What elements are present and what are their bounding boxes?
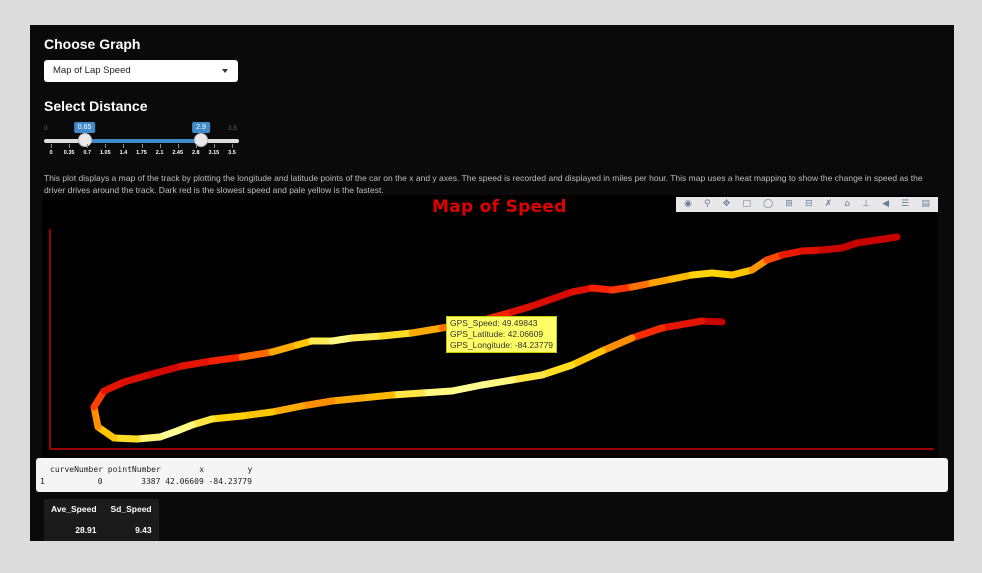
track-segment[interactable] — [133, 433, 164, 443]
pan-icon[interactable]: ✥ — [722, 199, 731, 209]
slider-tick-label: 1.75 — [136, 150, 147, 156]
speed-stats-table: Ave_Speed Sd_Speed 28.91 9.43 — [44, 499, 159, 541]
slider-tick — [123, 144, 125, 148]
slider-tick — [232, 144, 233, 148]
track-segment[interactable] — [120, 370, 156, 386]
track-segment[interactable] — [448, 381, 486, 395]
box-select-icon[interactable]: □ — [742, 199, 751, 209]
track-segment[interactable] — [528, 295, 556, 310]
track-segment[interactable] — [873, 233, 901, 244]
spike-lines-icon[interactable]: ⊥ — [862, 199, 870, 209]
slider-max-label: 3.5 — [228, 125, 238, 132]
graph-select[interactable]: Map of Lap Speed — [44, 60, 238, 82]
track-segment[interactable] — [208, 412, 246, 423]
track-segment[interactable] — [358, 391, 396, 402]
plot-title: Map of Speed — [432, 197, 567, 217]
slider-tick-label: 0 — [49, 150, 53, 156]
camera-icon[interactable]: ◉ — [684, 199, 692, 209]
slider-low-handle[interactable] — [77, 133, 92, 147]
lasso-icon[interactable]: ◯ — [763, 199, 774, 209]
slider-tick — [213, 144, 215, 148]
tooltip-latitude: GPS_Latitude: 42.06609 — [450, 329, 544, 339]
track-segment[interactable] — [378, 329, 416, 340]
slider-tick — [87, 144, 89, 148]
slider-tick — [141, 144, 143, 148]
slider-tick-label: 2.45 — [172, 150, 184, 156]
hover-tooltip: GPS_Speed: 49.49843 GPS_Latitude: 42.066… — [446, 316, 558, 353]
hover-closest-icon[interactable]: ◀ — [882, 199, 890, 209]
track-segment[interactable] — [298, 397, 336, 410]
slider-tick-label: 3.5 — [228, 150, 236, 156]
tooltip-longitude: GPS_Longitude: -84.23779 — [450, 340, 554, 350]
slider-tick-label: 1.4 — [119, 150, 128, 156]
stats-header-ave: Ave_Speed — [44, 499, 104, 519]
track-segment[interactable] — [478, 376, 516, 389]
track-segment[interactable] — [178, 357, 216, 370]
track-segment[interactable] — [418, 387, 456, 397]
reset-axes-icon[interactable]: ⌂ — [844, 199, 851, 209]
track-segment[interactable] — [238, 348, 276, 361]
hover-data-row: 1 0 3387 42.06609 -84.23779 — [40, 477, 252, 486]
slider-high-handle[interactable] — [193, 133, 208, 147]
app-panel: Choose Graph Map of Lap Speed Select Dis… — [30, 25, 954, 541]
track-segment[interactable] — [628, 324, 666, 342]
track-segment[interactable] — [328, 394, 366, 405]
track-segment[interactable] — [508, 371, 546, 384]
slider-min-label: 0 — [44, 125, 48, 132]
hover-data-output: curveNumber pointNumber x y 1 0 3387 42.… — [36, 458, 948, 492]
track-segment[interactable] — [658, 317, 706, 332]
plot-description: This plot displays a map of the track by… — [44, 173, 923, 195]
track-segment[interactable] — [598, 334, 636, 355]
stats-value-ave: 28.91 — [44, 519, 104, 541]
stats-header-sd: Sd_Speed — [103, 499, 159, 519]
slider-tick-label: 2.1 — [155, 150, 164, 156]
track-segment[interactable] — [408, 324, 446, 337]
track-segment[interactable] — [268, 341, 301, 356]
slider-tick — [51, 144, 52, 148]
track-segment[interactable] — [238, 408, 276, 420]
distance-range-slider[interactable]: 0 3.5 0.65 2.9 0 0.35 0.7 1.05 1.4 1.75 2.1 2.4… — [44, 122, 240, 162]
slider-tick-label: 1.05 — [99, 150, 111, 156]
slider-tick-label: 3.15 — [208, 150, 220, 156]
track-segment[interactable] — [548, 288, 576, 303]
slider-tick — [195, 144, 197, 148]
track-segment[interactable] — [348, 332, 386, 342]
track-segment[interactable] — [208, 353, 246, 365]
track-segment[interactable] — [148, 362, 186, 378]
slider-tick-label: 0.35 — [63, 150, 75, 156]
zoom-out-icon[interactable]: ⊟ — [804, 199, 813, 209]
graph-select-value: Map of Lap Speed — [53, 65, 131, 76]
slider-tick — [177, 144, 179, 148]
slider-tick — [159, 144, 161, 148]
hover-data-header: curveNumber pointNumber x y — [50, 465, 253, 474]
choose-graph-heading: Choose Graph — [44, 36, 141, 52]
zoom-in-icon[interactable]: ⊞ — [785, 199, 793, 209]
zoom-icon[interactable]: ⚲ — [704, 199, 711, 209]
plot-modebar: ◉ ⚲ ✥ □ ◯ ⊞ ⊟ ✗ ⌂ ⊥ ◀ ☰ ▤ — [676, 197, 938, 212]
slider-high-value: 2.9 — [192, 122, 210, 133]
track-segment[interactable] — [100, 378, 128, 395]
autoscale-icon[interactable]: ✗ — [824, 199, 833, 209]
speed-map-svg — [49, 229, 934, 450]
select-distance-heading: Select Distance — [44, 98, 148, 114]
chevron-down-icon — [222, 69, 228, 73]
slider-tick — [105, 144, 107, 148]
slider-selected-range — [84, 139, 201, 143]
track-segment[interactable] — [110, 434, 141, 443]
speed-map-plot[interactable]: Map of Speed ◉ ⚲ ✥ □ ◯ ⊞ ⊟ ✗ ⌂ ⊥ ◀ ☰ ▤ G… — [42, 195, 938, 457]
slider-tick — [69, 144, 71, 148]
stats-value-sd: 9.43 — [103, 519, 159, 541]
track-segment[interactable] — [268, 402, 306, 416]
slider-tick-label: 0.7 — [83, 150, 92, 156]
track-segment[interactable] — [388, 389, 426, 399]
slider-tick-label: 2.8 — [191, 150, 200, 156]
slider-low-value: 0.65 — [73, 122, 96, 133]
track-segment[interactable] — [538, 361, 576, 379]
plotly-logo-icon[interactable]: ▤ — [921, 199, 930, 209]
track-segment[interactable] — [568, 347, 606, 369]
hover-compare-icon[interactable]: ☰ — [901, 199, 910, 209]
tooltip-speed: GPS_Speed: 49.49843 — [450, 318, 538, 328]
